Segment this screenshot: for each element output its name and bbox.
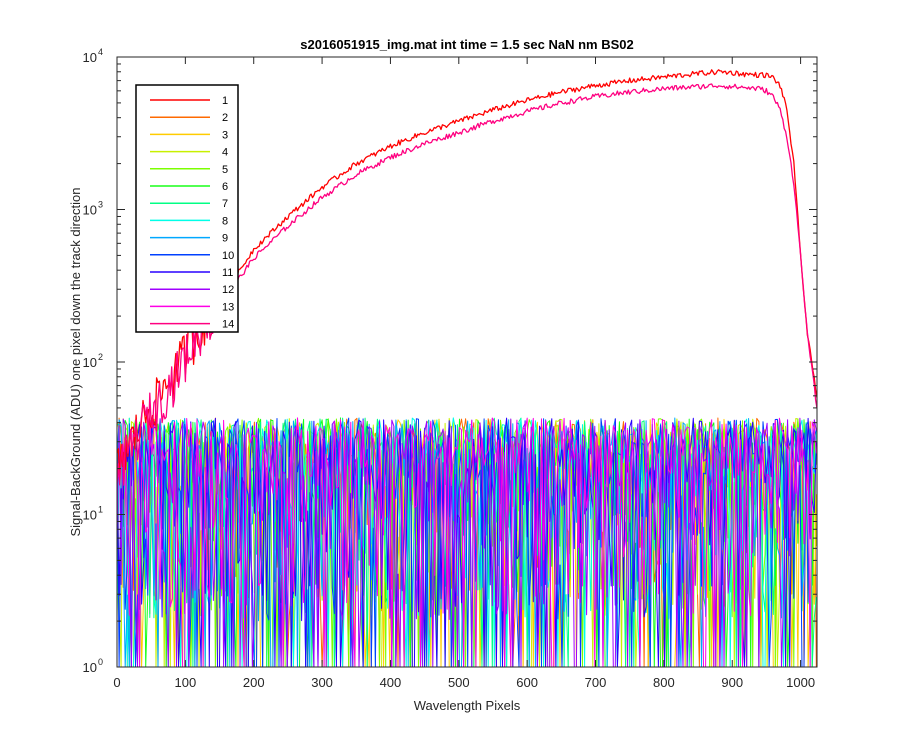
legend-label-5: 5	[222, 164, 228, 176]
y-tick-label: 10	[83, 355, 97, 370]
x-tick-label: 0	[113, 675, 120, 690]
legend-label-10: 10	[222, 250, 234, 262]
x-tick-label: 700	[585, 675, 607, 690]
y-tick-label: 10	[83, 203, 97, 218]
series-line-13	[117, 417, 817, 667]
y-tick-exponent: 0	[98, 657, 103, 667]
legend-label-14: 14	[222, 319, 234, 331]
legend-label-7: 7	[222, 198, 228, 210]
x-tick-label: 400	[380, 675, 402, 690]
y-tick-label: 10	[83, 50, 97, 65]
x-tick-label: 1000	[786, 675, 815, 690]
legend-box	[135, 84, 239, 333]
chart-title: s2016051915_img.mat int time = 1.5 sec N…	[300, 37, 634, 52]
series-line-7	[117, 417, 817, 667]
legend-label-8: 8	[222, 215, 228, 227]
legend-label-3: 3	[222, 129, 228, 141]
x-axis-label: Wavelength Pixels	[414, 698, 521, 713]
y-tick-label: 10	[83, 508, 97, 523]
series-line-12	[117, 417, 817, 667]
y-tick-exponent: 3	[98, 200, 103, 210]
legend-label-6: 6	[222, 181, 228, 193]
x-tick-label: 800	[653, 675, 675, 690]
legend-label-2: 2	[222, 112, 228, 124]
y-tick-exponent: 1	[98, 505, 103, 515]
x-tick-label: 100	[175, 675, 197, 690]
legend-label-13: 13	[222, 301, 234, 313]
legend-label-9: 9	[222, 233, 228, 245]
y-axis-label: Signal-BackGround (ADU) one pixel down t…	[68, 187, 83, 536]
y-tick-exponent: 4	[98, 47, 103, 57]
x-tick-label: 200	[243, 675, 265, 690]
x-axis: 0 100 200 300 400 500 600 700 800 900 1000	[113, 57, 815, 690]
x-tick-label: 500	[448, 675, 470, 690]
legend-label-1: 1	[222, 95, 228, 107]
y-tick-label: 10	[83, 660, 97, 675]
x-tick-label: 600	[516, 675, 538, 690]
x-tick-label: 900	[721, 675, 743, 690]
legend-label-12: 12	[222, 284, 234, 296]
y-tick-exponent: 2	[98, 352, 103, 362]
x-tick-label: 300	[311, 675, 333, 690]
legend-label-11: 11	[222, 267, 233, 279]
legend-label-4: 4	[222, 147, 228, 159]
